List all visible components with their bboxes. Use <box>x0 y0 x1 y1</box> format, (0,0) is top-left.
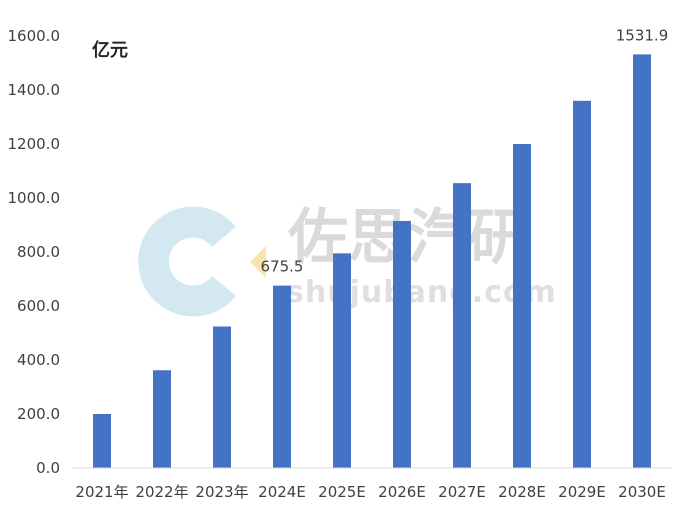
x-tick-label: 2021年 <box>75 483 128 501</box>
bars <box>93 54 651 469</box>
bar <box>513 144 531 468</box>
bar <box>273 285 291 468</box>
bar <box>393 220 411 468</box>
x-tick-label: 2023年 <box>195 483 248 501</box>
watermark-logo-accent-icon <box>250 246 266 278</box>
x-tick-label: 2025E <box>318 483 366 501</box>
x-tick-label: 2028E <box>498 483 546 501</box>
y-tick-label: 1400.0 <box>8 81 61 99</box>
x-tick-label: 2030E <box>618 483 666 501</box>
bar <box>453 183 471 468</box>
x-tick-label: 2029E <box>558 483 606 501</box>
bar <box>573 100 591 469</box>
y-tick-label: 400.0 <box>17 351 60 369</box>
x-tick-label: 2024E <box>258 483 306 501</box>
x-axis-tick-labels: 2021年 2022年 2023年 2024E 2025E 2026E 2027E 2028E… <box>75 483 665 501</box>
y-tick-label: 1200.0 <box>8 135 61 153</box>
x-tick-label: 2022年 <box>135 483 188 501</box>
bar <box>213 326 231 468</box>
y-tick-label: 600.0 <box>17 297 60 315</box>
y-tick-label: 1000.0 <box>8 189 61 207</box>
y-tick-label: 0.0 <box>36 459 60 477</box>
unit-label: 亿元 <box>92 39 128 61</box>
bar <box>93 414 111 468</box>
bar <box>333 253 351 468</box>
y-tick-label: 800.0 <box>17 243 60 261</box>
watermark-subtext: shujubang.com <box>286 275 557 310</box>
data-label: 675.5 <box>261 258 304 276</box>
y-axis-tick-labels: 0.0 200.0 400.0 600.0 800.0 1000.0 1200.0 1400.… <box>8 27 61 477</box>
bar <box>153 370 171 468</box>
y-tick-label: 200.0 <box>17 405 60 423</box>
watermark-logo-icon <box>138 206 236 317</box>
x-tick-label: 2027E <box>438 483 486 501</box>
data-labels: 675.5 1531.9 <box>261 26 669 275</box>
bar <box>633 54 651 469</box>
y-tick-label: 1600.0 <box>8 27 61 45</box>
x-tick-label: 2026E <box>378 483 426 501</box>
data-label: 1531.9 <box>616 26 669 44</box>
